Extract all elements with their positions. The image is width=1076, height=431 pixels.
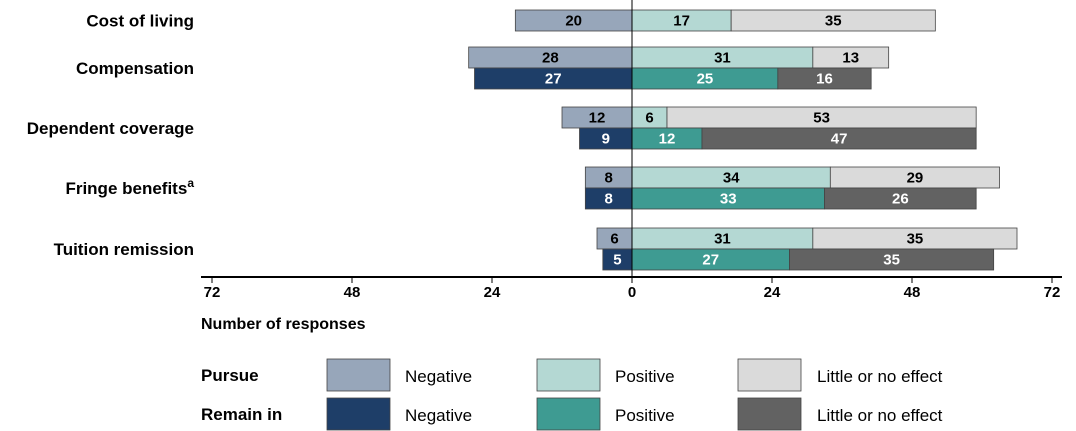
data-label-remain-3-little: 47 — [831, 131, 848, 148]
x-tick-label-5: 24 — [764, 284, 781, 301]
data-label-remain-5-little: 35 — [883, 252, 900, 269]
x-tick-label-3: 24 — [484, 284, 501, 301]
data-label-pursue-2-negative: 28 — [542, 50, 559, 67]
data-label-pursue-5-little: 35 — [907, 231, 924, 248]
data-label-pursue-3-little: 53 — [813, 110, 830, 127]
x-tick-label-6: 48 — [904, 284, 921, 301]
category-label-1: Cost of living — [86, 12, 194, 31]
bar-remain-2-little — [777, 67, 872, 90]
category-label-4: Fringe benefitsa — [65, 176, 194, 198]
data-label-remain-2-little: 16 — [816, 71, 833, 88]
data-label-pursue-4-positive: 34 — [723, 170, 740, 187]
bar-pursue-1-little — [730, 9, 936, 32]
legend-label-pursue-2: Positive — [615, 367, 675, 386]
legend-label-pursue-1: Negative — [405, 367, 472, 386]
x-axis-title: Number of responses — [201, 316, 366, 333]
data-label-remain-4-negative: 8 — [604, 191, 612, 208]
data-label-remain-2-positive: 25 — [697, 71, 714, 88]
data-label-pursue-3-positive: 6 — [645, 110, 653, 127]
x-tick-label-4: 0 — [628, 284, 636, 301]
category-label-3: Dependent coverage — [27, 119, 194, 138]
legend-swatch-pursue-3 — [737, 358, 802, 392]
data-label-pursue-2-positive: 31 — [714, 50, 731, 67]
legend-group-pursue: Pursue — [201, 366, 259, 385]
data-label-remain-5-negative: 5 — [613, 252, 621, 269]
data-label-remain-4-little: 26 — [892, 191, 909, 208]
data-label-pursue-1-negative: 20 — [565, 13, 582, 30]
data-label-remain-4-positive: 33 — [720, 191, 737, 208]
legend-swatch-remain-3 — [737, 397, 802, 431]
bar-remain-3-little — [701, 127, 977, 150]
bar-remain-4-little — [824, 187, 977, 210]
category-label-2: Compensation — [76, 59, 194, 78]
category-labels: Cost of living Compensation Dependent cove… — [27, 12, 195, 260]
x-tick-label-2: 48 — [344, 284, 361, 301]
legend: Pursue Negative Positive Little or no effec… — [201, 358, 943, 431]
data-label-remain-3-positive: 12 — [659, 131, 676, 148]
legend-group-remain: Remain in — [201, 405, 282, 424]
data-label-pursue-3-negative: 12 — [589, 110, 606, 127]
legend-label-remain-2: Positive — [615, 406, 675, 425]
bars-layer: 20 17 35 28 31 13 27 25 16 12 6 53 9 12 47 8 34 29 8 33 26 6 3… — [468, 9, 1018, 271]
legend-swatch-pursue-2 — [536, 358, 601, 392]
data-label-remain-3-negative: 9 — [602, 131, 610, 148]
legend-swatch-pursue-1 — [326, 358, 391, 392]
data-label-pursue-2-little: 13 — [842, 50, 859, 67]
data-label-pursue-4-little: 29 — [907, 170, 924, 187]
legend-swatch-remain-1 — [326, 397, 391, 431]
x-tick-label-7: 72 — [1044, 284, 1061, 301]
data-label-remain-5-positive: 27 — [702, 252, 719, 269]
legend-label-pursue-3: Little or no effect — [817, 367, 943, 386]
data-label-pursue-5-negative: 6 — [610, 231, 618, 248]
data-label-pursue-1-little: 35 — [825, 13, 842, 30]
bar-remain-5-little — [789, 248, 995, 271]
legend-label-remain-3: Little or no effect — [817, 406, 943, 425]
x-tick-label-1: 72 — [204, 284, 221, 301]
data-label-pursue-5-positive: 31 — [714, 231, 731, 248]
data-label-remain-2-negative: 27 — [545, 71, 562, 88]
x-axis: 72 48 24 0 24 48 72 — [201, 0, 1062, 301]
legend-swatch-remain-2 — [536, 397, 601, 431]
category-label-5: Tuition remission — [54, 240, 194, 259]
data-label-pursue-4-negative: 8 — [604, 170, 612, 187]
legend-label-remain-1: Negative — [405, 406, 472, 425]
data-label-pursue-1-positive: 17 — [673, 13, 690, 30]
